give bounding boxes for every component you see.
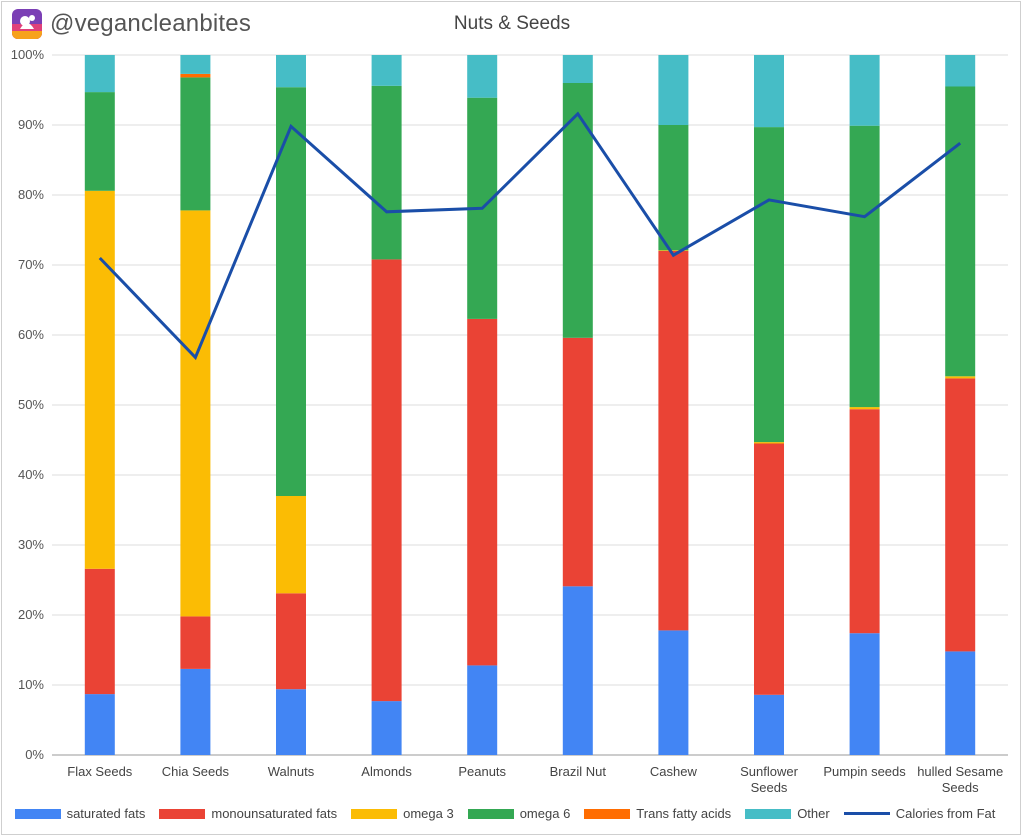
bar-segment-saturated-fats [180, 668, 211, 755]
bar-segment-monounsaturated-fats [945, 378, 976, 652]
x-tick-label: hulled Sesame Seeds [917, 764, 1003, 795]
bar-segment-other [849, 55, 880, 126]
bar-segment-saturated-fats [562, 586, 593, 755]
y-tick-label: 90% [18, 117, 44, 132]
bar-segment-omega-6 [84, 92, 115, 191]
stacked-bar-chart: 0% 10% 20% 30% 40% 50% 60% 70% 80% 90% 100% Flax Se… [11, 47, 1008, 795]
legend-item: Calories from Fat [843, 806, 996, 821]
bar-segment-omega-6 [754, 127, 784, 443]
bar-segment-monounsaturated-fats [84, 568, 115, 695]
brand-header: @vegancleanbites [12, 6, 251, 42]
bar-segment-other [754, 55, 784, 128]
x-tick-label: Pumpin seeds [823, 764, 906, 779]
legend-swatch [351, 808, 398, 819]
bar-segment-monounsaturated-fats [467, 318, 498, 666]
y-tick-label: 30% [18, 537, 44, 552]
y-tick-label: 40% [18, 467, 44, 482]
bar-segment-saturated-fats [84, 694, 115, 755]
bar-segment-saturated-fats [945, 651, 976, 755]
bar-segment-saturated-fats [276, 689, 306, 755]
legend-label: saturated fats [66, 806, 146, 821]
bar-segment-omega-3 [658, 250, 689, 251]
y-tick-label: 60% [18, 327, 44, 342]
x-tick-label: Flax Seeds [67, 764, 133, 779]
legend-swatch [584, 808, 631, 819]
y-tick-label: 50% [18, 397, 44, 412]
bar-segment-omega-6 [849, 125, 880, 408]
legend-label: monounsaturated fats [211, 806, 338, 821]
bar-segment-other [945, 55, 976, 87]
y-tick-label: 0% [25, 747, 44, 762]
legend-swatch [159, 808, 206, 819]
y-tick-label: 10% [18, 677, 44, 692]
brand-handle: @vegancleanbites [50, 10, 252, 37]
legend-label: omega 3 [403, 806, 454, 821]
bar-segment-other [562, 55, 593, 83]
bar-segment-monounsaturated-fats [562, 337, 593, 587]
bar-segment-saturated-fats [754, 694, 784, 755]
legend-item: omega 3 [351, 806, 454, 821]
bar-segment-saturated-fats [658, 630, 689, 755]
y-tick-label: 20% [18, 607, 44, 622]
calories-from-fat-line [98, 111, 962, 361]
legend-item: monounsaturated fats [159, 806, 337, 821]
bar-segment-omega-3 [84, 190, 115, 569]
chart-title: Nuts & Seeds [453, 13, 571, 34]
bar-segment-omega-6 [562, 83, 593, 338]
bar-segment-monounsaturated-fats [754, 443, 784, 695]
legend-label: Other [797, 806, 830, 821]
bar-segment-other [180, 55, 211, 74]
x-tick-label: Chia Seeds [162, 764, 230, 779]
bar-segment-other [276, 55, 306, 88]
bar-segment-monounsaturated-fats [371, 259, 402, 702]
bar-segment-saturated-fats [467, 665, 498, 755]
legend-label: Trans fatty acids [636, 806, 732, 821]
legend-item: omega 6 [467, 806, 571, 821]
bar-segment-other [84, 55, 115, 93]
x-tick-label: Almonds [361, 764, 412, 779]
bar-segment-omega-6 [658, 125, 689, 251]
x-tick-label: Peanuts [458, 764, 506, 779]
bar-segment-omega-6 [180, 77, 211, 211]
vegancleanbites-logo-icon [12, 9, 42, 39]
y-tick-label: 100% [11, 47, 45, 62]
bar-segment-trans-fatty-acids [180, 73, 211, 78]
bar-segment-omega-3 [754, 442, 784, 444]
bar-segment-other [371, 55, 402, 86]
bar-segment-monounsaturated-fats [276, 593, 306, 690]
bar-segment-monounsaturated-fats [849, 409, 880, 634]
bar-segment-omega-3 [849, 407, 880, 410]
bar-segment-other [467, 55, 498, 98]
bar-segment-monounsaturated-fats [658, 251, 689, 631]
legend-item: Trans fatty acids [584, 806, 731, 821]
bar-segment-omega-6 [276, 87, 306, 496]
bar-segment-monounsaturated-fats [180, 616, 211, 669]
bar-segment-omega-6 [945, 86, 976, 377]
bar-segment-other [658, 55, 689, 125]
bar-segment-saturated-fats [371, 701, 402, 755]
legend-item: Other [745, 806, 830, 821]
bar-segment-omega-3 [945, 376, 976, 379]
legend-swatch [467, 808, 514, 819]
legend-item: saturated fats [14, 806, 146, 821]
legend-label: omega 6 [519, 806, 571, 821]
y-tick-label: 70% [18, 257, 44, 272]
bar-segment-omega-3 [180, 210, 211, 617]
x-tick-label: Walnuts [268, 764, 315, 779]
legend-swatch [745, 808, 792, 819]
y-tick-label: 80% [18, 187, 44, 202]
x-tick-label: Sunflower Seeds [740, 764, 798, 795]
x-tick-label: Cashew [650, 764, 698, 779]
legend-label: Calories from Fat [895, 806, 996, 821]
legend-swatch [14, 808, 61, 819]
chart-legend: saturated fats monounsaturated fats omega … [0, 806, 1024, 821]
bar-segment-saturated-fats [849, 633, 880, 755]
bar-segment-omega-6 [371, 85, 402, 260]
legend-swatch [843, 812, 890, 815]
bar-segment-omega-3 [276, 496, 306, 594]
x-tick-label: Brazil Nut [550, 764, 607, 779]
